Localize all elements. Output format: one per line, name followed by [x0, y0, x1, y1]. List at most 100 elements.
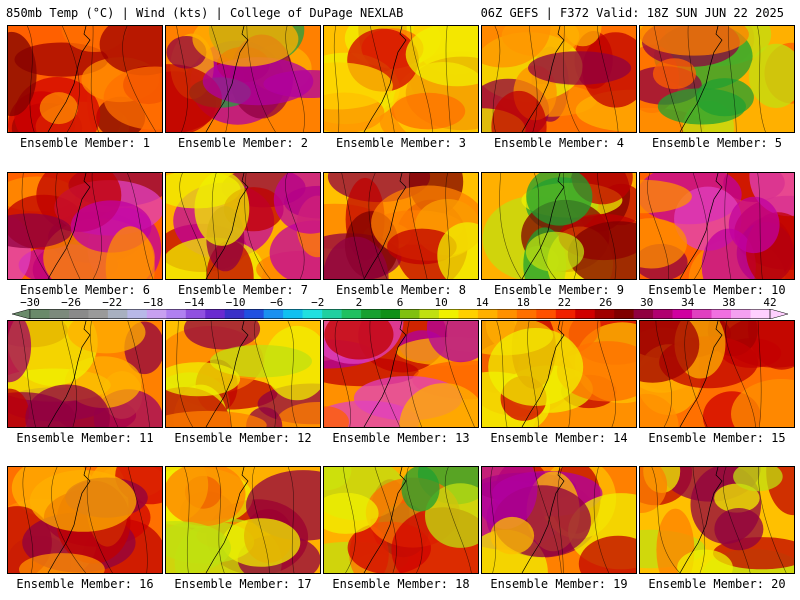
temperature-field — [482, 321, 636, 427]
ensemble-member-panel: Ensemble Member: 3 — [323, 25, 479, 153]
ensemble-member-label: Ensemble Member: 6 — [19, 283, 151, 297]
height-contour — [251, 467, 270, 573]
height-contour — [246, 26, 276, 132]
temperature-map — [323, 466, 479, 574]
temperature-map — [165, 172, 321, 280]
colorbar-bin — [302, 309, 323, 319]
ensemble-member-label: Ensemble Member: 17 — [174, 577, 312, 591]
height-contour — [527, 321, 539, 427]
ensemble-member-panel: Ensemble Member: 7 — [165, 172, 321, 300]
temperature-blob — [401, 467, 440, 512]
temperature-field — [166, 26, 320, 132]
height-contour — [254, 321, 276, 427]
height-contour — [597, 321, 617, 427]
temperature-blob — [640, 467, 668, 513]
height-contour — [91, 173, 102, 279]
colorbar-tick: −2 — [311, 296, 325, 309]
temperature-blob — [490, 516, 535, 555]
height-contour — [285, 26, 305, 132]
ensemble-member-panel: Ensemble Member: 18 — [323, 466, 479, 594]
temperature-field — [324, 321, 478, 427]
chart-title: 850mb Temp (°C) | Wind (kts) | College o… — [6, 6, 404, 20]
temperature-map — [165, 25, 321, 133]
colorbar-tick-labels: −30 −26 −22 −18 −14 −10 −6 −2 2 6 10 14 18 22 26 30 34 38… — [0, 296, 800, 309]
temperature-map — [481, 25, 637, 133]
colorbar-bin — [633, 309, 654, 319]
ensemble-member-panel: Ensemble Member: 8 — [323, 172, 479, 300]
temperature-field — [640, 26, 794, 132]
colorbar-bin — [146, 309, 167, 319]
coastline — [47, 173, 91, 279]
temperature-field — [324, 467, 478, 573]
temperature-map — [481, 320, 637, 428]
height-contour — [370, 26, 395, 132]
colorbar-bin — [516, 309, 537, 319]
temperature-map — [481, 466, 637, 574]
temperature-blob — [202, 57, 314, 106]
temperature-blob — [564, 26, 602, 47]
temperature-blob — [29, 470, 137, 532]
colorbar-bin — [322, 309, 342, 319]
temperature-map — [7, 466, 163, 574]
ensemble-member-label: Ensemble Member: 14 — [490, 431, 628, 445]
height-contour — [127, 173, 154, 279]
colorbar-tick: −26 — [61, 296, 82, 309]
ensemble-member-label: Ensemble Member: 16 — [16, 577, 154, 591]
ensemble-member-label: Ensemble Member: 1 — [19, 136, 151, 150]
temperature-map — [7, 172, 163, 280]
colorbar-bin — [750, 309, 771, 319]
coastline — [521, 26, 565, 132]
colorbar-tick: −14 — [184, 296, 205, 309]
temperature-blob — [166, 521, 231, 573]
height-contour — [21, 173, 51, 279]
height-contour — [492, 26, 501, 132]
height-contour — [86, 467, 113, 573]
temperature-blob — [192, 26, 299, 67]
coastline — [679, 321, 723, 427]
ensemble-member-panel: Ensemble Member: 10 — [639, 172, 795, 300]
temperature-blob — [748, 43, 794, 108]
temperature-map — [165, 320, 321, 428]
height-contour — [757, 321, 762, 427]
colorbar-bin — [30, 309, 50, 319]
temperature-blob — [640, 393, 679, 427]
colorbar-bin — [49, 309, 70, 319]
temperature-field — [8, 26, 162, 132]
height-contour — [593, 467, 610, 573]
coastline — [205, 173, 249, 279]
temperature-map — [639, 466, 795, 574]
height-contour — [692, 173, 708, 279]
temperature-blob — [194, 173, 250, 246]
height-contour — [444, 467, 472, 573]
ensemble-member-panel: Ensemble Member: 13 — [323, 320, 479, 448]
temperature-blob — [105, 226, 155, 279]
colorbar-bin — [614, 309, 634, 319]
height-contour — [127, 321, 151, 427]
temperature-blob — [324, 62, 393, 110]
colorbar-bin — [166, 309, 187, 319]
colorbar-bin — [497, 309, 518, 319]
temperature-field — [482, 467, 636, 573]
ensemble-member-label: Ensemble Member: 3 — [335, 136, 467, 150]
ensemble-member-label: Ensemble Member: 5 — [651, 136, 783, 150]
temperature-blob — [324, 236, 389, 279]
height-contour — [727, 26, 737, 132]
colorbar-tick: 42 — [763, 296, 777, 309]
ensemble-member-label: Ensemble Member: 15 — [648, 431, 786, 445]
colorbar-bin — [88, 309, 109, 319]
height-contour — [653, 26, 684, 132]
coastline — [679, 467, 723, 573]
height-contour — [560, 321, 571, 427]
ensemble-member-panel: Ensemble Member: 11 — [7, 320, 163, 448]
height-contour — [184, 467, 190, 573]
temperature-field — [482, 173, 636, 279]
temperature-blob — [426, 321, 478, 363]
temperature-blob — [8, 388, 29, 427]
temperature-colorbar — [11, 309, 789, 319]
colorbar-bin — [438, 309, 459, 319]
height-contour — [597, 26, 619, 132]
colorbar-tick: −30 — [20, 296, 40, 309]
colorbar-bin — [263, 309, 284, 319]
ensemble-member-panel: Ensemble Member: 15 — [639, 320, 795, 448]
temperature-blob — [640, 218, 687, 269]
